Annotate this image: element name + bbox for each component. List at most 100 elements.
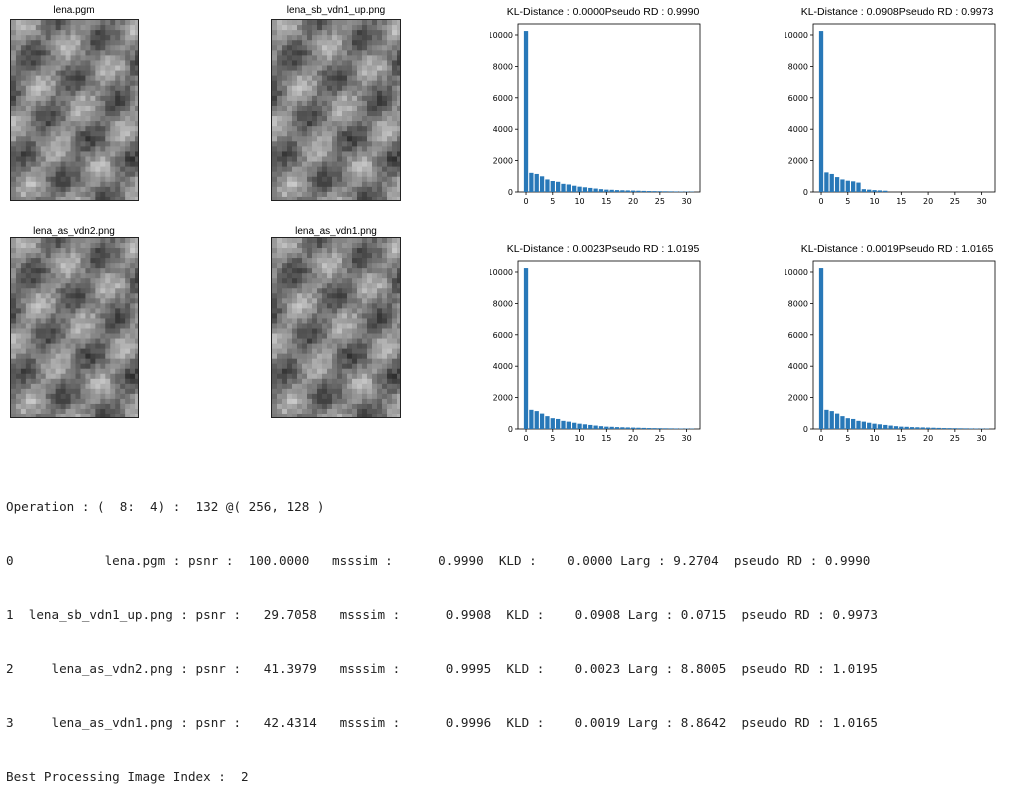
image-pixel — [76, 389, 82, 395]
image-pixel — [71, 60, 77, 66]
image-pixel — [387, 86, 393, 92]
image-pixel — [130, 329, 136, 335]
image-pixel — [46, 25, 52, 31]
image-pixel — [387, 334, 393, 340]
image-pixel — [51, 182, 57, 188]
image-pixel — [342, 197, 348, 201]
image-pixel — [342, 374, 348, 380]
image-pixel — [90, 308, 96, 314]
image-pixel — [312, 157, 318, 163]
image-pixel — [11, 389, 17, 395]
image-pixel — [347, 121, 353, 127]
image-pixel — [115, 101, 121, 107]
image-pixel — [51, 146, 57, 152]
x-tick-label: 25 — [655, 434, 665, 443]
image-pixel — [95, 334, 101, 340]
image-pixel — [342, 334, 348, 340]
image-pixel — [51, 298, 57, 304]
image-pixel — [277, 71, 283, 77]
image-pixel — [80, 116, 86, 122]
image-pixel — [332, 76, 338, 82]
image-pixel — [21, 182, 27, 188]
image-pixel — [85, 288, 91, 294]
image-pixel — [135, 76, 139, 82]
image-pixel — [282, 167, 288, 173]
image-pixel — [327, 101, 333, 107]
image-title: lena_as_vdn1.png — [295, 226, 377, 237]
image-pixel — [347, 258, 353, 264]
image-pixel — [382, 50, 388, 56]
y-tick-label: 4000 — [788, 125, 808, 134]
image-pixel — [21, 81, 27, 87]
image-pixel — [90, 86, 96, 92]
image-pixel — [95, 399, 101, 405]
image-pixel — [312, 263, 318, 269]
image-pixel — [272, 55, 278, 61]
image-pixel — [125, 45, 131, 51]
image-pixel — [66, 76, 72, 82]
image-pixel — [21, 141, 27, 147]
image-pixel — [362, 339, 368, 345]
image-pixel — [282, 50, 288, 56]
image-pixel — [95, 329, 101, 335]
image-pixel — [100, 121, 106, 127]
image-pixel — [357, 303, 363, 309]
image-pixel — [61, 157, 67, 163]
image-pixel — [11, 323, 17, 329]
image-pixel — [31, 91, 37, 97]
image-pixel — [135, 121, 139, 127]
image-pixel — [277, 187, 283, 193]
image-pixel — [80, 111, 86, 117]
image-pixel — [130, 248, 136, 254]
x-tick-label: 20 — [628, 197, 638, 206]
image-pixel — [66, 293, 72, 299]
image-pixel — [125, 101, 131, 107]
image-pixel — [80, 293, 86, 299]
image-pixel — [115, 91, 121, 97]
image-pixel — [312, 303, 318, 309]
image-pixel — [292, 313, 298, 319]
image-pixel — [135, 96, 139, 102]
image-pixel — [56, 268, 62, 274]
image-pixel — [282, 71, 288, 77]
image-pixel — [322, 308, 328, 314]
image-pixel — [387, 323, 393, 329]
image-pixel — [342, 96, 348, 102]
image-pixel — [327, 111, 333, 117]
image-pixel — [382, 278, 388, 284]
image-pixel — [277, 106, 283, 112]
image-pixel — [105, 258, 111, 264]
image-pixel — [302, 404, 308, 410]
image-pixel — [292, 263, 298, 269]
image-pixel — [297, 293, 303, 299]
image-pixel — [272, 91, 278, 97]
image-pixel — [16, 141, 22, 147]
image-pixel — [36, 318, 42, 324]
image-pixel — [392, 157, 398, 163]
image-pixel — [342, 25, 348, 31]
image-pixel — [277, 141, 283, 147]
image-pixel — [115, 126, 121, 132]
image-pixel — [110, 253, 116, 259]
image-pixel — [100, 374, 106, 380]
image-pixel — [287, 263, 293, 269]
image-pixel — [382, 35, 388, 41]
image-pixel — [337, 172, 343, 178]
image-pixel — [332, 263, 338, 269]
image-pixel — [76, 172, 82, 178]
image-pixel — [61, 121, 67, 127]
image-pixel — [342, 157, 348, 163]
image-pixel — [76, 263, 82, 269]
image-pixel — [100, 303, 106, 309]
image-pixel — [312, 248, 318, 254]
image-pixel — [85, 313, 91, 319]
image-pixel — [11, 374, 17, 380]
image-pixel — [95, 126, 101, 132]
image-pixel — [115, 344, 121, 350]
image-pixel — [297, 111, 303, 117]
image-pixel — [80, 177, 86, 183]
image-pixel — [85, 364, 91, 370]
image-pixel — [66, 359, 72, 365]
image-pixel — [372, 182, 378, 188]
image-pixel — [66, 86, 72, 92]
